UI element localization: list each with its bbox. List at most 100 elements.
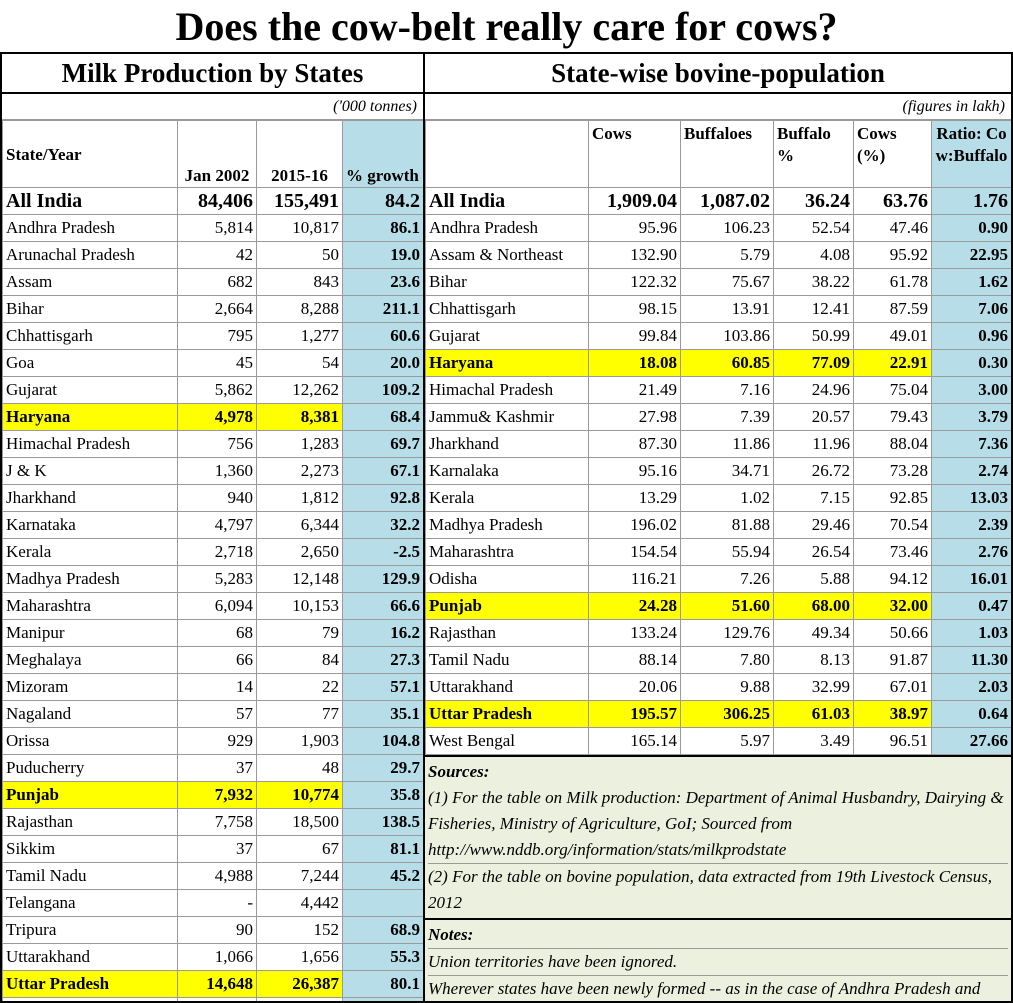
cell-cows: 165.14 bbox=[588, 727, 681, 755]
cell-growth: 60.6 bbox=[342, 322, 423, 350]
cell-state: Madhya Pradesh bbox=[425, 511, 589, 539]
col-cows-pct: Cows (%) bbox=[853, 120, 932, 188]
cell-2002: 90 bbox=[177, 916, 257, 944]
cell-cows: 98.15 bbox=[588, 295, 681, 323]
milk-row: West Bengal3,5155,03843.3 bbox=[2, 997, 423, 1001]
cell-state: Orissa bbox=[2, 727, 178, 755]
cell-ratio: 13.03 bbox=[931, 484, 1011, 512]
cell-cows-pct: 47.46 bbox=[853, 214, 932, 242]
cell-growth: 57.1 bbox=[342, 673, 423, 701]
cell-2015: 67 bbox=[256, 835, 343, 863]
bovine-row: Uttar Pradesh 195.57 306.25 61.03 38.97 0.64 bbox=[425, 700, 1011, 728]
cell-state: Jharkhand bbox=[425, 430, 589, 458]
milk-row: Himachal Pradesh 756 1,283 69.7 bbox=[2, 430, 423, 458]
sources-heading: Sources: bbox=[428, 762, 490, 781]
cell-growth: 66.6 bbox=[342, 592, 423, 620]
milk-row: Rajasthan 7,758 18,500 138.5 bbox=[2, 808, 423, 836]
cell-buffaloes: 7.26 bbox=[680, 565, 774, 593]
cell-state: Haryana bbox=[2, 403, 178, 431]
cell-buffaloes: 7.80 bbox=[680, 646, 774, 674]
cell-buffalo-pct: 11.96 bbox=[773, 430, 854, 458]
cell-buffalo-pct: 26.54 bbox=[773, 538, 854, 566]
cell-buffaloes: 9.88 bbox=[680, 673, 774, 701]
cell-state: Maharashtra bbox=[2, 592, 178, 620]
cell-state: Puducherry bbox=[2, 754, 178, 782]
cell-ratio: 22.95 bbox=[931, 241, 1011, 269]
bovine-row: Jharkhand 87.30 11.86 11.96 88.04 7.36 bbox=[425, 430, 1011, 458]
cell-buffaloes: 51.60 bbox=[680, 592, 774, 620]
cell-state: Goa bbox=[2, 349, 178, 377]
cell-state: Uttarakhand bbox=[2, 943, 178, 971]
cell-growth: 68.4 bbox=[342, 403, 423, 431]
cell-state: Karnataka bbox=[2, 511, 178, 539]
cell-growth: 84.2 bbox=[342, 187, 423, 215]
cell-state: Assam & Northeast bbox=[425, 241, 589, 269]
cell-growth: 67.1 bbox=[342, 457, 423, 485]
cell-cows-pct: 49.01 bbox=[853, 322, 932, 350]
milk-row: Chhattisgarh 795 1,277 60.6 bbox=[2, 322, 423, 350]
cell-2015: 77 bbox=[256, 700, 343, 728]
cell-2002: 14,648 bbox=[177, 970, 257, 998]
milk-total-row: All India 84,406 155,491 84.2 bbox=[2, 187, 423, 215]
source-item: (2) For the table on bovine population, … bbox=[428, 863, 1008, 916]
bovine-heading: State-wise bovine-population bbox=[425, 54, 1011, 94]
cell-state: Gujarat bbox=[2, 376, 178, 404]
cell-growth: 138.5 bbox=[342, 808, 423, 836]
milk-production-panel: Milk Production by States ('000 tonnes) … bbox=[0, 52, 425, 1003]
milk-row: Sikkim 37 67 81.1 bbox=[2, 835, 423, 863]
milk-row: Puducherry 37 48 29.7 bbox=[2, 754, 423, 782]
cell-cows-pct: 75.04 bbox=[853, 376, 932, 404]
cell-buffalo-pct: 61.03 bbox=[773, 700, 854, 728]
cell-2002: 42 bbox=[177, 241, 257, 269]
cell-2002: 6,094 bbox=[177, 592, 257, 620]
cell-2015: 10,817 bbox=[256, 214, 343, 242]
cell-2015: 5,038 bbox=[256, 997, 343, 1001]
cell-cows: 1,909.04 bbox=[588, 187, 681, 215]
cell-buffalo-pct: 52.54 bbox=[773, 214, 854, 242]
milk-heading: Milk Production by States bbox=[2, 54, 423, 94]
col-bovine-state bbox=[425, 120, 589, 188]
cell-ratio: 2.74 bbox=[931, 457, 1011, 485]
cell-2015: 152 bbox=[256, 916, 343, 944]
cell-buffalo-pct: 29.46 bbox=[773, 511, 854, 539]
cell-cows-pct: 22.91 bbox=[853, 349, 932, 377]
notes-box: Notes: Union territories have been ignor… bbox=[425, 918, 1011, 1001]
cell-state: Jammu& Kashmir bbox=[425, 403, 589, 431]
cell-ratio: 0.64 bbox=[931, 700, 1011, 728]
cell-ratio: 11.30 bbox=[931, 646, 1011, 674]
cell-2015: 2,650 bbox=[256, 538, 343, 566]
bovine-row: Kerala 13.29 1.02 7.15 92.85 13.03 bbox=[425, 484, 1011, 512]
cell-buffaloes: 306.25 bbox=[680, 700, 774, 728]
page-title: Does the cow-belt really care for cows? bbox=[175, 3, 838, 49]
cell-state: Meghalaya bbox=[2, 646, 178, 674]
cell-2002: 756 bbox=[177, 430, 257, 458]
bovine-row: Bihar 122.32 75.67 38.22 61.78 1.62 bbox=[425, 268, 1011, 296]
bovine-row: Maharashtra 154.54 55.94 26.54 73.46 2.76 bbox=[425, 538, 1011, 566]
cell-cows-pct: 88.04 bbox=[853, 430, 932, 458]
cell-state: Himachal Pradesh bbox=[2, 430, 178, 458]
cell-growth: 69.7 bbox=[342, 430, 423, 458]
cell-2015: 10,774 bbox=[256, 781, 343, 809]
cell-cows: 95.96 bbox=[588, 214, 681, 242]
milk-row: Punjab 7,932 10,774 35.8 bbox=[2, 781, 423, 809]
cell-buffalo-pct: 7.15 bbox=[773, 484, 854, 512]
cell-state: Mizoram bbox=[2, 673, 178, 701]
bovine-row: Karnalaka 95.16 34.71 26.72 73.28 2.74 bbox=[425, 457, 1011, 485]
bovine-row: Madhya Pradesh 196.02 81.88 29.46 70.54 2.39 bbox=[425, 511, 1011, 539]
cell-growth: 55.3 bbox=[342, 943, 423, 971]
cell-2002: 14 bbox=[177, 673, 257, 701]
bovine-row: Jammu& Kashmir 27.98 7.39 20.57 79.43 3.79 bbox=[425, 403, 1011, 431]
cell-cows: 154.54 bbox=[588, 538, 681, 566]
bovine-row: Andhra Pradesh 95.96 106.23 52.54 47.46 0.90 bbox=[425, 214, 1011, 242]
cell-2002: - bbox=[177, 889, 257, 917]
cell-cows: 27.98 bbox=[588, 403, 681, 431]
cell-state: Arunachal Pradesh bbox=[2, 241, 178, 269]
cell-cows-pct: 61.78 bbox=[853, 268, 932, 296]
cell-state: Chhattisgarh bbox=[2, 322, 178, 350]
cell-2015: 50 bbox=[256, 241, 343, 269]
cell-cows-pct: 73.46 bbox=[853, 538, 932, 566]
bovine-row: Chhattisgarh 98.15 13.91 12.41 87.59 7.06 bbox=[425, 295, 1011, 323]
cell-buffalo-pct: 50.99 bbox=[773, 322, 854, 350]
cell-buffaloes: 7.39 bbox=[680, 403, 774, 431]
milk-row: Orissa 929 1,903 104.8 bbox=[2, 727, 423, 755]
